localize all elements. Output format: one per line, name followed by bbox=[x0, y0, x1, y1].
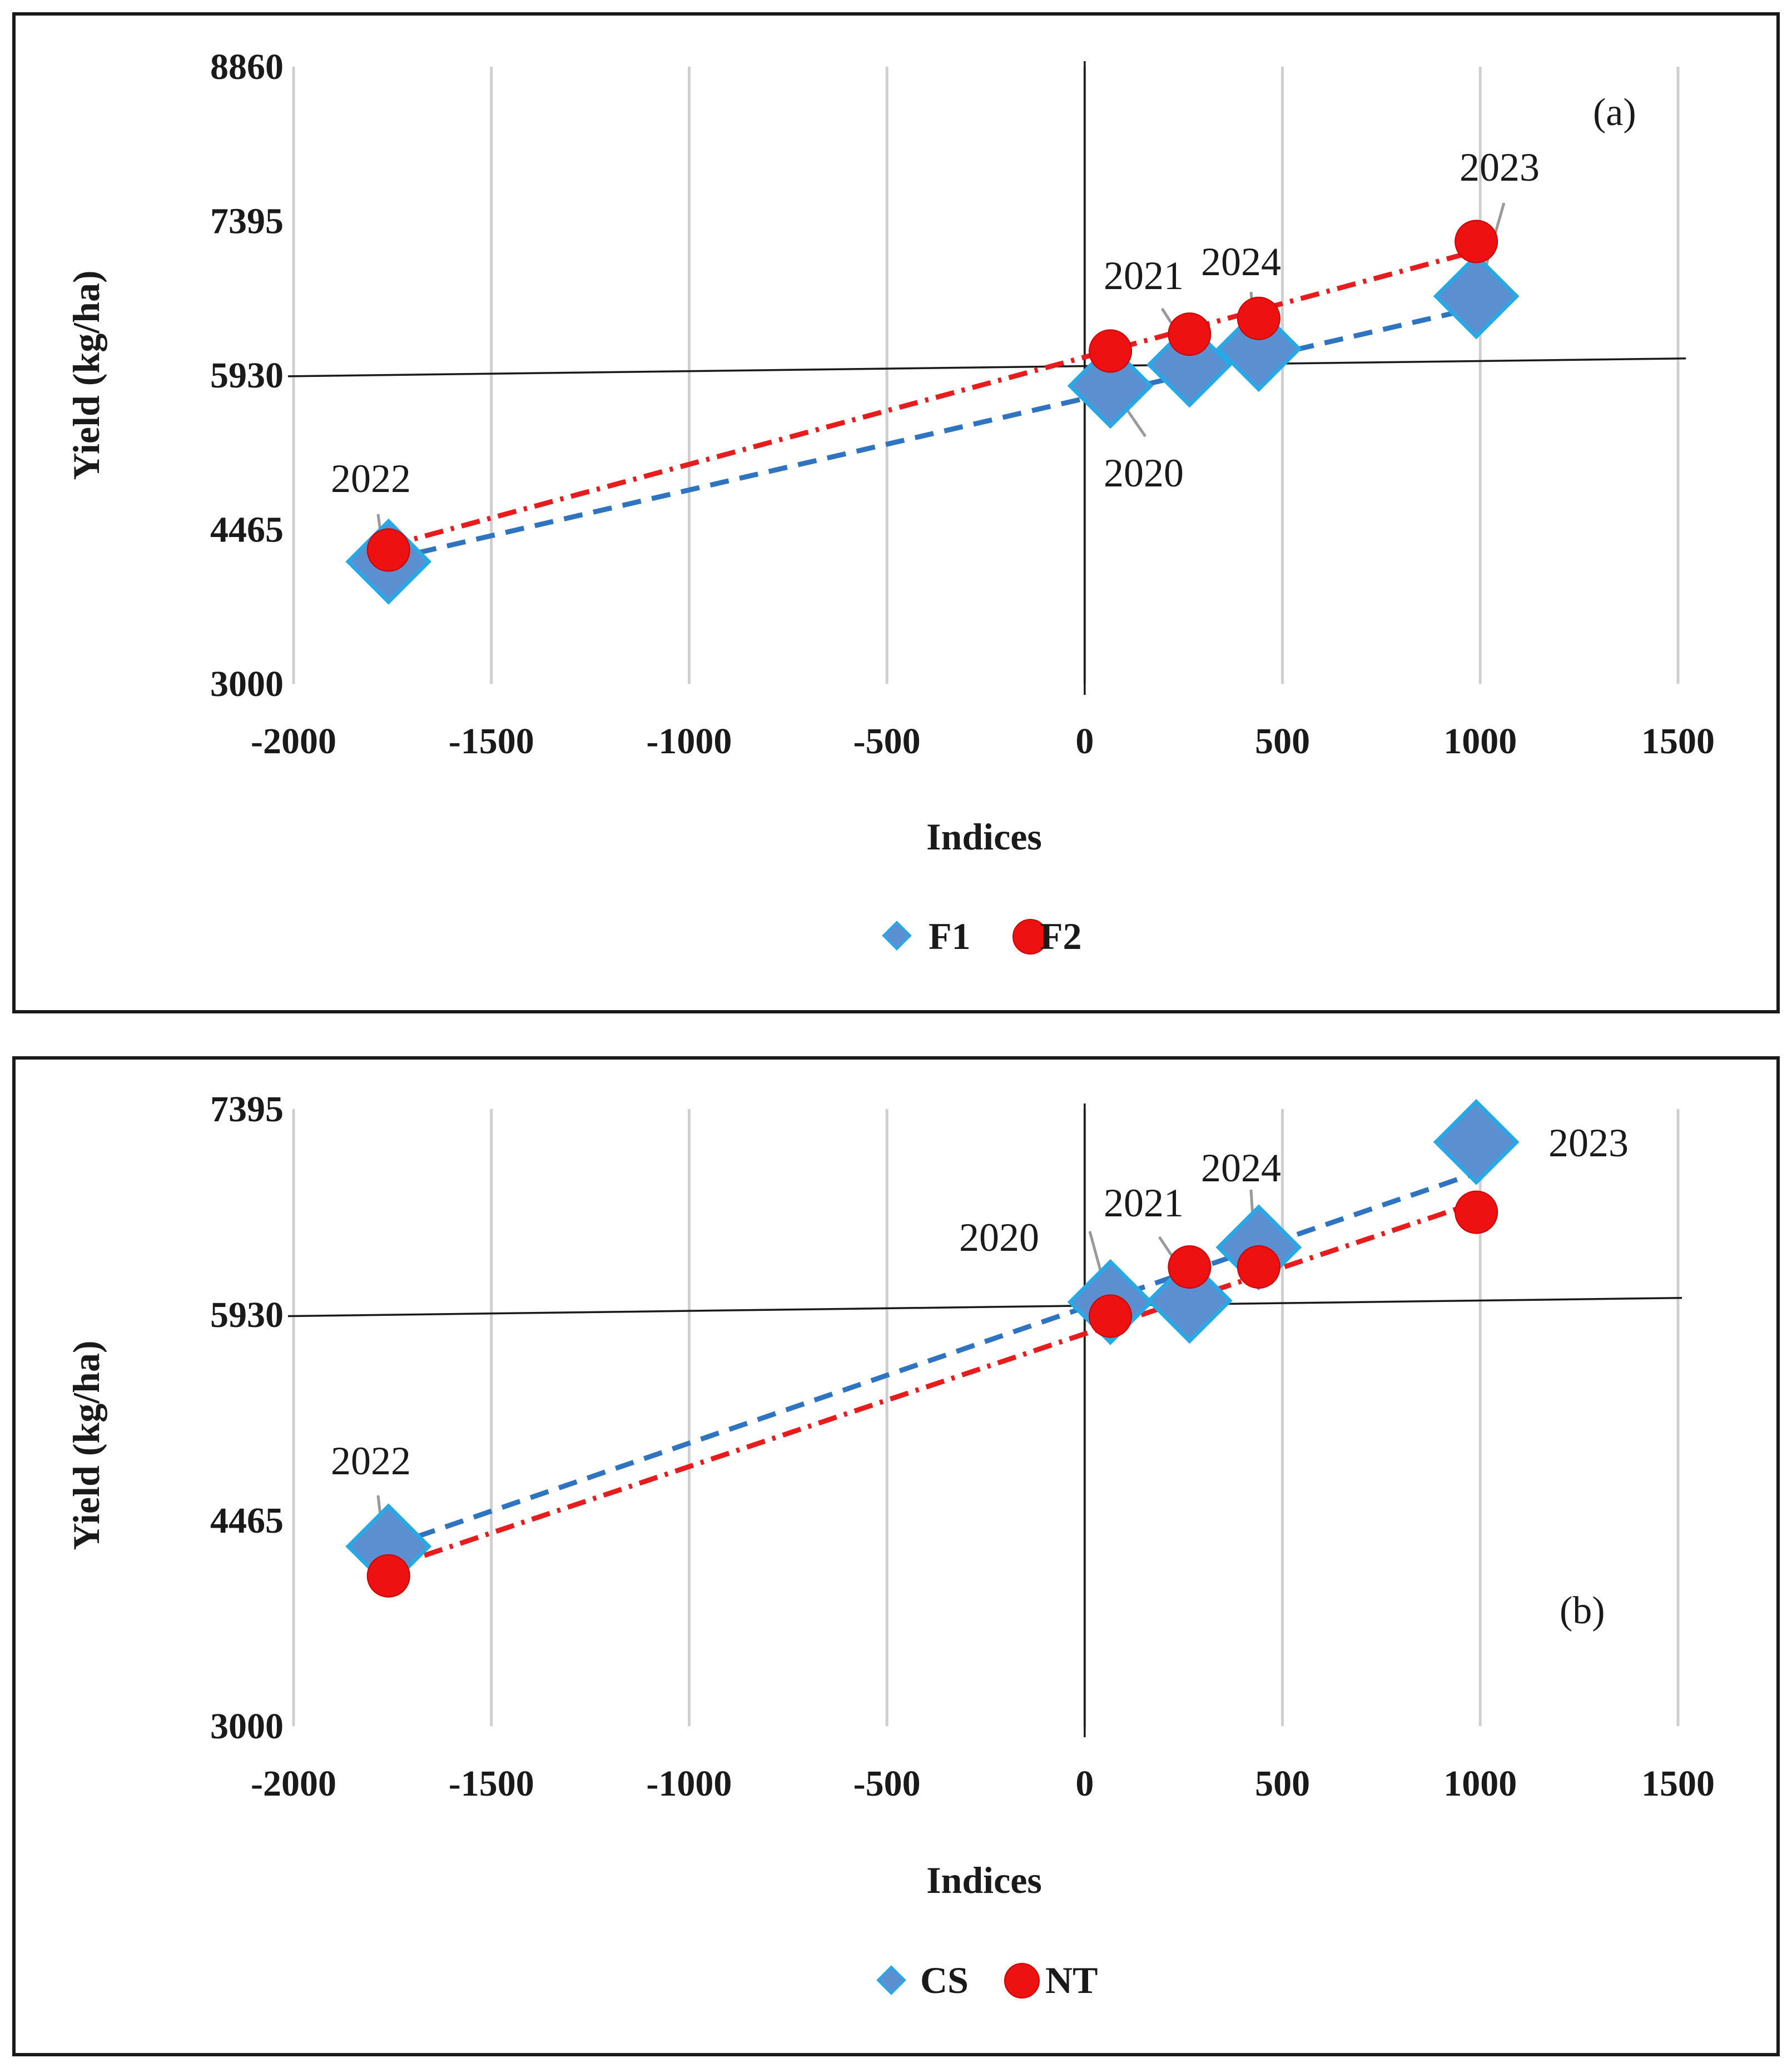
point-nt bbox=[1168, 1245, 1212, 1289]
point-label-2021-b: 2021 bbox=[1104, 1181, 1184, 1225]
point-nt bbox=[366, 1554, 410, 1598]
y-tick-label: 7395 bbox=[210, 1089, 284, 1130]
x-tick-label: -2000 bbox=[251, 1763, 336, 1804]
legend-f2-swatch bbox=[1012, 919, 1048, 955]
x-tick-label: -500 bbox=[853, 1763, 921, 1804]
x-tick-label: 500 bbox=[1255, 721, 1310, 762]
legend-cs-label: CS bbox=[920, 1959, 969, 2001]
point-label-2024-b: 2024 bbox=[1201, 1146, 1281, 1190]
x-tick-label: -1000 bbox=[646, 1763, 732, 1804]
y-tick-label: 4465 bbox=[210, 510, 284, 550]
panel-a-frame bbox=[12, 12, 1780, 1013]
x-tick-label: -1500 bbox=[449, 721, 534, 762]
panel-b-y-tick-labels: 3000 4465 5930 7395 bbox=[210, 1089, 284, 1747]
panel-b: 3000 4465 5930 7395 -2000 -1500 -1000 -500 0 500… bbox=[12, 1056, 1780, 2056]
point-f1 bbox=[1433, 253, 1520, 340]
panel-a-x-tick-labels: -2000 -1500 -1000 -500 0 500 1000 1500 bbox=[251, 721, 1715, 762]
point-f2 bbox=[1455, 220, 1498, 264]
legend-f1-swatch bbox=[882, 921, 912, 951]
point-nt bbox=[1089, 1294, 1133, 1338]
x-tick-label: -2000 bbox=[251, 721, 336, 762]
legend-f2-label: F2 bbox=[1040, 915, 1082, 957]
panel-a-points bbox=[345, 220, 1520, 605]
panel-b-x-tick-labels: -2000 -1500 -1000 -500 0 500 1000 1500 bbox=[251, 1763, 1715, 1804]
panel-b-quadrant-lines bbox=[287, 1103, 1682, 1737]
point-cs bbox=[1146, 1257, 1233, 1344]
y-tick-label: 3000 bbox=[210, 1706, 284, 1747]
x-tick-label: 1000 bbox=[1443, 721, 1517, 762]
x-tick-label: 500 bbox=[1255, 1763, 1310, 1804]
panel-b-grid bbox=[292, 1109, 1680, 1726]
point-f1 bbox=[1146, 321, 1233, 408]
panel-a: 3000 4465 5930 7395 8860 -2000 -1500 -1000 -500… bbox=[12, 12, 1780, 1013]
panel-b-trendlines bbox=[388, 1170, 1477, 1570]
point-label-2020-b: 2020 bbox=[959, 1215, 1039, 1260]
point-label-2023: 2023 bbox=[1460, 145, 1540, 190]
legend-b: CS NT bbox=[876, 1959, 1098, 2001]
panel-label-a: (a) bbox=[1593, 91, 1636, 134]
point-cs bbox=[1433, 1098, 1520, 1185]
horizontal-quadrant-line bbox=[287, 357, 1686, 377]
x-tick-label: 0 bbox=[1075, 721, 1094, 762]
point-label-2022: 2022 bbox=[331, 456, 411, 501]
legend-nt-label: NT bbox=[1045, 1959, 1098, 2001]
y-axis-title-a: Yield (kg/ha) bbox=[65, 270, 107, 480]
point-label-2024: 2024 bbox=[1201, 240, 1281, 284]
panel-label-b: (b) bbox=[1560, 1589, 1605, 1632]
point-f1 bbox=[1067, 342, 1154, 429]
point-nt bbox=[1237, 1245, 1280, 1289]
y-tick-label: 7395 bbox=[210, 201, 284, 242]
point-label-2022-b: 2022 bbox=[331, 1439, 411, 1483]
x-axis-title-a: Indices bbox=[926, 816, 1042, 858]
trendline-nt bbox=[388, 1200, 1477, 1570]
x-tick-label: -1000 bbox=[646, 721, 732, 762]
point-label-2020: 2020 bbox=[1104, 451, 1184, 495]
horizontal-quadrant-line bbox=[287, 1296, 1682, 1318]
point-label-2021: 2021 bbox=[1104, 253, 1184, 298]
y-tick-label: 5930 bbox=[210, 355, 284, 396]
y-tick-label: 4465 bbox=[210, 1500, 284, 1541]
x-tick-label: 0 bbox=[1075, 1763, 1094, 1804]
y-axis-title-b: Yield (kg/ha) bbox=[65, 1340, 107, 1550]
x-tick-label: -1500 bbox=[449, 1763, 534, 1804]
trendline-f1 bbox=[388, 305, 1477, 562]
point-f2 bbox=[1089, 329, 1133, 373]
x-axis-title-b: Indices bbox=[926, 1859, 1042, 1901]
point-nt bbox=[1455, 1190, 1498, 1234]
legend-a: F1 F2 bbox=[882, 915, 1082, 957]
point-f1 bbox=[1215, 306, 1302, 392]
point-f2 bbox=[366, 528, 410, 572]
trendline-cs bbox=[388, 1170, 1477, 1549]
x-tick-label: 1500 bbox=[1641, 721, 1715, 762]
point-f2 bbox=[1237, 296, 1280, 340]
x-tick-label: 1000 bbox=[1443, 1763, 1517, 1804]
panel-a-trendlines bbox=[388, 248, 1477, 562]
legend-cs-swatch bbox=[876, 1965, 906, 1995]
legend-f1-label: F1 bbox=[929, 915, 971, 957]
x-tick-label: -500 bbox=[853, 721, 921, 762]
panel-b-points bbox=[345, 1098, 1520, 1598]
y-tick-label: 8860 bbox=[210, 47, 284, 87]
point-label-2023-b: 2023 bbox=[1548, 1121, 1629, 1165]
y-tick-label: 5930 bbox=[210, 1295, 284, 1335]
panel-b-frame bbox=[12, 1056, 1780, 2056]
panel-a-y-tick-labels: 3000 4465 5930 7395 8860 bbox=[210, 47, 284, 704]
y-tick-label: 3000 bbox=[210, 664, 284, 704]
point-f2 bbox=[1168, 312, 1212, 356]
legend-nt-swatch bbox=[1004, 1963, 1040, 1999]
x-tick-label: 1500 bbox=[1641, 1763, 1715, 1804]
